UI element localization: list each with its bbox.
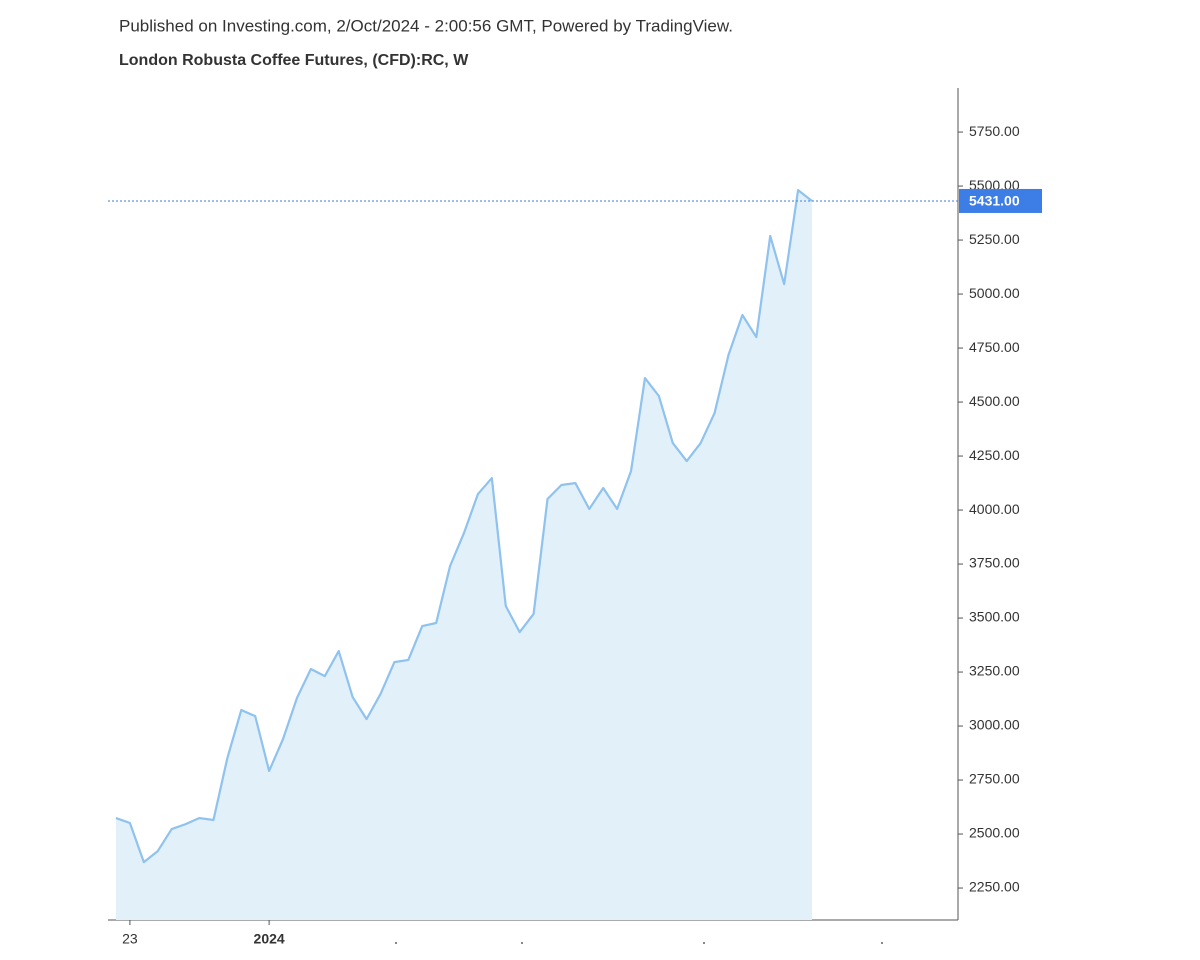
y-tick-label: 3750.00 — [969, 555, 1020, 571]
y-tick-label: 4500.00 — [969, 393, 1020, 409]
y-tick-label: 4750.00 — [969, 339, 1020, 355]
y-tick-label: 5500.00 — [969, 177, 1020, 193]
chart-title: London Robusta Coffee Futures, (CFD):RC,… — [119, 52, 469, 69]
y-tick-label: 2500.00 — [969, 825, 1020, 841]
y-tick-label: 5000.00 — [969, 285, 1020, 301]
last-price-box — [959, 188, 1042, 213]
y-tick-label: 3500.00 — [969, 609, 1020, 625]
y-tick-label: 5250.00 — [969, 231, 1020, 247]
y-tick-label: 4250.00 — [969, 447, 1020, 463]
line — [115, 189, 813, 864]
x-dot — [703, 942, 705, 944]
last-price-label: 5431.00 — [969, 193, 1020, 209]
y-tick-label: 3250.00 — [969, 663, 1020, 679]
y-tick-label: 3000.00 — [969, 717, 1020, 733]
y-tick-label: 4000.00 — [969, 501, 1020, 517]
x-dot — [521, 942, 523, 944]
y-tick-label: 5750.00 — [969, 123, 1020, 139]
x-tick-label: 2024 — [254, 931, 285, 947]
y-tick-label: 2250.00 — [969, 879, 1020, 895]
header: Published on Investing.com, 2/Oct/2024 -… — [119, 16, 733, 35]
x-tick-label: 23 — [122, 931, 138, 947]
x-dot — [395, 942, 397, 944]
x-dot — [881, 942, 883, 944]
area — [116, 190, 812, 921]
x-axis-dots — [395, 942, 883, 944]
y-tick-label: 2750.00 — [969, 771, 1020, 787]
